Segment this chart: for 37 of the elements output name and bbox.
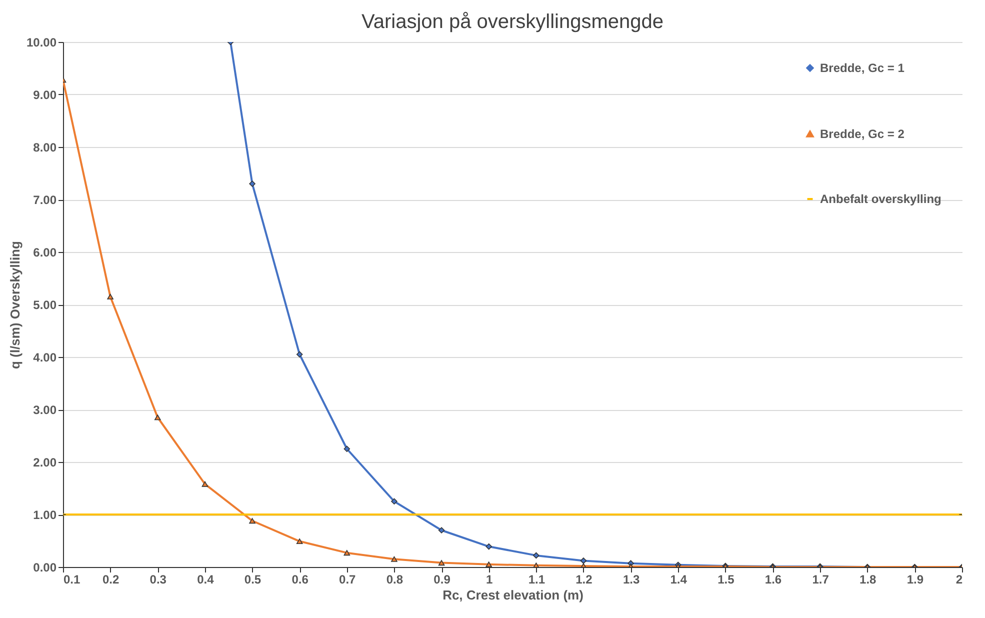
x-tick-label: 1.8 [860, 572, 877, 586]
x-tick-label: 1.7 [812, 572, 830, 586]
y-tick-label: 2.00 [33, 456, 57, 470]
y-tick-label: 8.00 [33, 140, 57, 154]
x-tick-label: 0.5 [244, 572, 262, 586]
x-tick-label: 0.4 [197, 572, 214, 586]
x-tick-label: 0.2 [102, 572, 120, 586]
y-tick-label: 3.00 [33, 403, 57, 417]
x-tick-label: 0.9 [434, 572, 451, 586]
x-tick-label: 0.1 [64, 572, 81, 586]
x-tick-label: 0.8 [386, 572, 404, 586]
y-tick-label: 1.00 [33, 508, 57, 522]
x-tick-label: 1.3 [622, 572, 640, 586]
x-tick-label: 1.6 [764, 572, 782, 586]
x-tick-label: 1.2 [576, 572, 593, 586]
x-tick-label: 1.4 [670, 572, 688, 586]
y-tick-label: 4.00 [33, 350, 57, 364]
x-tick-label: 0.7 [339, 572, 356, 586]
x-tick-label: 0.3 [150, 572, 167, 586]
x-tick-label: 1.5 [718, 572, 735, 586]
x-tick-label: 2 [956, 572, 963, 586]
legend-label: Anbefalt overskylling [820, 192, 942, 206]
x-tick-label: 0.6 [292, 572, 309, 586]
x-tick-label: 1.1 [528, 572, 546, 586]
y-tick-label: 10.00 [26, 36, 57, 50]
chart-title: Variasjon på overskyllingsmengde [361, 11, 664, 33]
legend-label: Bredde, Gc = 1 [820, 61, 905, 75]
y-tick-label: 9.00 [33, 88, 57, 102]
legend-label: Bredde, Gc = 2 [820, 127, 905, 141]
x-tick-label: 1 [486, 572, 493, 586]
x-tick-label: 1.9 [906, 572, 924, 586]
y-tick-label: 7.00 [33, 193, 57, 207]
x-axis-title: Rc, Crest elevation (m) [442, 588, 584, 602]
y-tick-label: 6.00 [33, 246, 57, 260]
y-tick-label: 5.00 [33, 298, 57, 312]
y-tick-label: 0.00 [33, 560, 57, 574]
y-axis-title: q (l/sm) Overskylling [7, 241, 22, 369]
